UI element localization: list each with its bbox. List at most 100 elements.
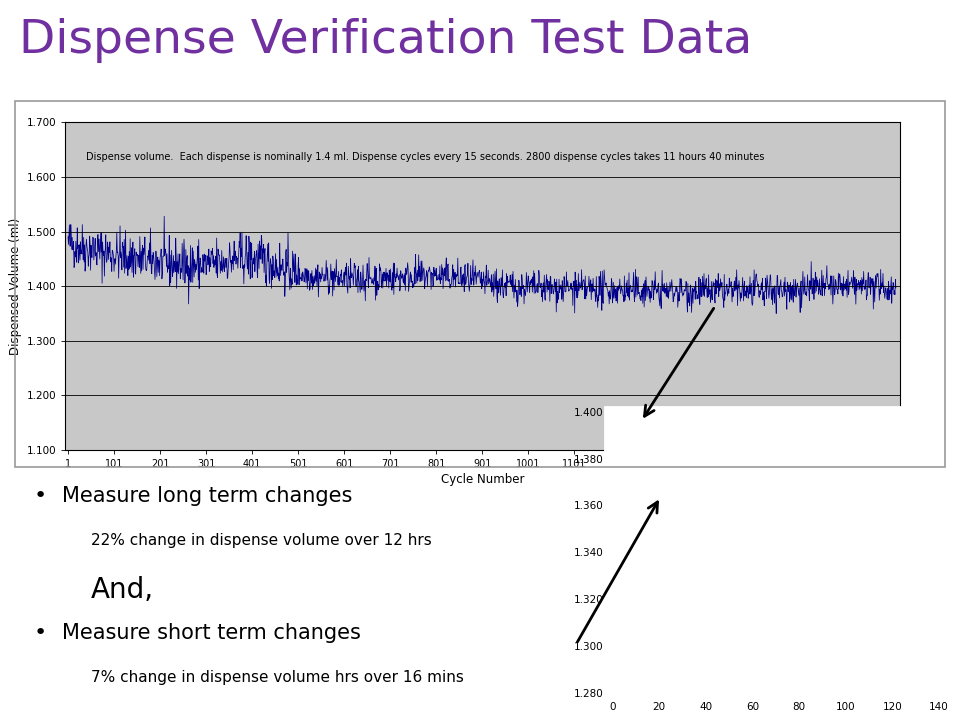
Point: [617, 530, 633, 541]
Text: Dispense Verification Test Data: Dispense Verification Test Data: [19, 18, 753, 63]
Point: [718, 540, 733, 552]
Point: [702, 559, 717, 570]
Point: [732, 592, 747, 603]
Text: And,: And,: [91, 576, 155, 604]
Point: [791, 588, 806, 600]
Point: [746, 624, 761, 636]
Text: 7% change in dispense volume hrs over 16 mins: 7% change in dispense volume hrs over 16…: [91, 670, 464, 685]
Point: [606, 492, 621, 504]
Point: [719, 567, 734, 578]
Point: [645, 539, 660, 551]
Point: [778, 642, 793, 653]
Point: [824, 640, 839, 652]
Point: [839, 671, 854, 683]
Point: [649, 446, 664, 457]
Point: [884, 577, 900, 589]
Point: [701, 523, 716, 534]
Point: [792, 613, 807, 625]
Point: [648, 529, 663, 541]
Point: [640, 532, 656, 544]
Point: [690, 540, 706, 552]
Point: [724, 559, 739, 570]
Point: [818, 599, 833, 611]
X-axis label: Cycle Number: Cycle Number: [442, 473, 524, 486]
Point: [900, 520, 916, 531]
Point: [735, 680, 751, 691]
Point: [672, 528, 687, 539]
Point: [884, 617, 900, 629]
Point: [725, 577, 740, 588]
Point: [627, 546, 642, 558]
Point: [712, 525, 728, 536]
Point: [888, 588, 903, 599]
Point: [861, 644, 876, 655]
Point: [738, 587, 754, 598]
Point: [612, 538, 628, 549]
Point: [642, 562, 658, 573]
Point: [805, 627, 821, 639]
Point: [903, 605, 919, 616]
Point: [653, 521, 668, 532]
Point: [612, 530, 628, 541]
Point: [623, 550, 638, 562]
Point: [852, 644, 868, 655]
Point: [724, 562, 739, 574]
Point: [886, 631, 901, 643]
Point: [773, 604, 788, 616]
Point: [710, 593, 726, 604]
Point: [684, 557, 700, 568]
Point: [850, 588, 865, 599]
Point: [838, 619, 853, 631]
Point: [657, 526, 672, 538]
Point: [829, 589, 845, 600]
Point: [655, 495, 670, 507]
Point: [734, 571, 750, 582]
Point: [789, 601, 804, 613]
Point: [803, 644, 818, 656]
Point: [818, 644, 833, 655]
Point: [717, 476, 732, 487]
Point: [704, 521, 719, 532]
Point: [608, 498, 623, 509]
Point: [757, 629, 773, 641]
Point: [802, 629, 817, 640]
Point: [696, 541, 711, 553]
Point: [827, 644, 842, 656]
Point: [807, 647, 823, 658]
Text: Measure long term changes: Measure long term changes: [62, 486, 352, 506]
Point: [913, 618, 928, 629]
Y-axis label: Dispensed Volume (ml): Dispensed Volume (ml): [10, 217, 22, 355]
Point: [649, 572, 664, 584]
Point: [642, 464, 658, 476]
Point: [860, 595, 876, 607]
Point: [803, 647, 818, 658]
Point: [880, 564, 896, 575]
Point: [756, 651, 771, 662]
Point: [621, 494, 636, 505]
Point: [711, 584, 727, 595]
Point: [820, 667, 835, 679]
Point: [690, 559, 706, 570]
Point: [876, 547, 891, 559]
Text: Dispense volume.  Each dispense is nominally 1.4 ml. Dispense cycles every 15 se: Dispense volume. Each dispense is nomina…: [86, 152, 764, 162]
Point: [795, 651, 810, 662]
Text: •: •: [34, 486, 47, 506]
Point: [770, 590, 785, 601]
Point: [609, 567, 624, 579]
Text: Measure short term changes: Measure short term changes: [62, 623, 361, 643]
Point: [694, 563, 709, 575]
Point: [867, 683, 882, 694]
Point: [897, 570, 912, 582]
Text: 22% change in dispense volume over 12 hrs: 22% change in dispense volume over 12 hr…: [91, 533, 432, 548]
Point: [613, 533, 629, 544]
Point: [725, 562, 740, 573]
Point: [823, 640, 838, 652]
Point: [881, 595, 897, 607]
Point: [702, 612, 717, 624]
Point: [625, 510, 640, 522]
Point: [726, 586, 741, 598]
Point: [720, 576, 735, 588]
Point: [773, 598, 788, 609]
Point: [859, 602, 875, 613]
Point: [746, 571, 761, 582]
